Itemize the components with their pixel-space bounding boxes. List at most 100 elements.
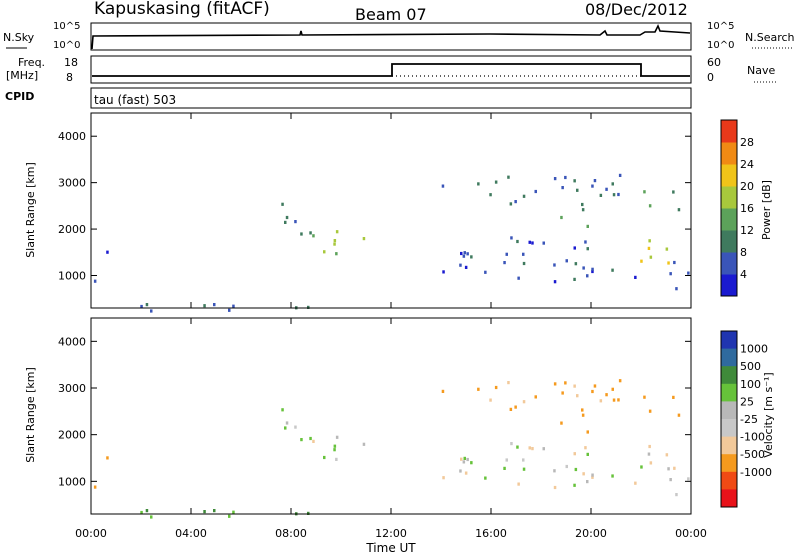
nsky-tick-bottom: 10^0: [53, 40, 80, 51]
data-cell: [561, 391, 564, 395]
freq-label-line1: Freq.: [18, 56, 45, 69]
data-cell: [665, 247, 669, 251]
data-cell: [150, 515, 153, 519]
colorbar-tick-label: 28: [740, 136, 754, 149]
data-cell: [553, 469, 556, 473]
nsky-label: N.Sky: [3, 31, 35, 44]
data-cell: [560, 421, 563, 425]
colorbar-tick-label: 16: [740, 202, 754, 215]
data-cell: [649, 255, 653, 259]
data-cell: [459, 469, 462, 473]
data-cell: [477, 387, 480, 391]
power-ylabel: Slant Range [km]: [24, 162, 37, 258]
data-cell: [599, 399, 603, 403]
data-cell: [665, 453, 669, 457]
colorbar-swatch: [721, 489, 737, 508]
colorbar-tick-label: 8: [740, 246, 747, 259]
data-cell: [542, 241, 545, 245]
data-cell: [669, 272, 672, 276]
data-cell: [643, 395, 646, 399]
data-cell: [611, 474, 614, 478]
nsearch-tick-bottom: 10^0: [707, 40, 734, 51]
data-cell: [561, 186, 564, 190]
data-cell: [470, 255, 473, 259]
data-cell: [463, 251, 466, 255]
power-colorbar: 4 8 12 16 20 24 28: [720, 119, 754, 297]
date-label: 08/Dec/2012: [585, 0, 688, 19]
data-cell: [140, 304, 143, 309]
data-cell: [618, 379, 622, 383]
data-cell: [505, 252, 508, 256]
x-tick-label: 00:00: [75, 527, 107, 540]
colorbar-swatch: [721, 471, 737, 490]
colorbar-tick-label: 25: [740, 395, 754, 408]
data-cell: [618, 173, 622, 177]
cpid-strip: CPID tau (fast) 503: [5, 87, 692, 109]
data-cell: [460, 457, 463, 461]
data-cell: [675, 493, 678, 497]
colorbar-swatch: [721, 454, 737, 473]
nsky-trace: [91, 24, 691, 50]
colorbar-tick-label: -1000: [740, 466, 772, 479]
data-cell: [581, 208, 585, 212]
data-cell: [509, 202, 513, 206]
power-panel: 1000 2000 3000 4000 Slant Range [km] 4 8 12 16…: [24, 112, 773, 313]
data-cell: [687, 477, 690, 481]
data-cell: [672, 395, 675, 399]
velocity-colorbar-label: Velocity [m s⁻¹]: [762, 372, 775, 457]
power-colorbar-label: Power [dB]: [760, 180, 773, 240]
data-cell: [617, 192, 620, 197]
data-cell: [333, 448, 336, 452]
colorbar-tick-label: -25: [740, 413, 758, 426]
nsky-strip: N.Sky 10^5 10^0 10^5 10^0 N.Search: [3, 21, 795, 51]
colorbar-swatch: [721, 230, 737, 253]
data-cell: [93, 485, 97, 489]
velocity-ylabel: Slant Range [km]: [24, 367, 37, 463]
data-cell: [574, 467, 578, 472]
data-cell: [582, 266, 585, 270]
data-cell: [307, 511, 310, 515]
data-cell: [140, 510, 143, 515]
colorbar-swatch: [721, 383, 737, 402]
data-cell: [309, 231, 312, 235]
data-cell: [460, 251, 463, 256]
data-cell: [464, 471, 468, 475]
colorbar-swatch: [721, 348, 737, 367]
colorbar-swatch: [721, 164, 737, 187]
data-cell: [611, 182, 614, 186]
data-cell: [335, 230, 339, 234]
colorbar-tick-label: 20: [740, 180, 754, 193]
data-cell: [640, 259, 643, 263]
data-cell: [466, 252, 469, 256]
data-cell: [586, 480, 589, 484]
data-cell: [605, 393, 608, 397]
data-cell: [673, 466, 676, 470]
data-cell: [510, 442, 513, 446]
data-cell: [634, 275, 637, 279]
colorbar-tick-label: -100: [740, 431, 765, 444]
data-cell: [516, 445, 519, 449]
data-cell: [442, 270, 445, 274]
x-axis-label: Time UT: [365, 541, 416, 554]
freq-frame: [90, 55, 692, 84]
data-cell: [494, 180, 498, 184]
data-cell: [294, 220, 297, 224]
velocity-data: [93, 379, 690, 519]
data-cell: [522, 458, 525, 462]
data-cell: [93, 279, 97, 283]
data-cell: [145, 303, 149, 307]
colorbar-swatch: [721, 274, 737, 297]
data-cell: [553, 382, 557, 386]
data-cell: [573, 179, 576, 183]
data-cell: [612, 398, 616, 402]
data-cell: [586, 274, 589, 278]
colorbar-tick-label: -500: [740, 448, 765, 461]
nsky-frame: [90, 22, 692, 51]
data-cell: [462, 460, 466, 464]
colorbar-tick-label: 100: [740, 378, 761, 391]
data-cell: [203, 304, 206, 308]
x-tick-label: 04:00: [175, 527, 207, 540]
data-cell: [581, 408, 584, 412]
data-cell: [442, 476, 445, 480]
data-cell: [553, 485, 557, 490]
